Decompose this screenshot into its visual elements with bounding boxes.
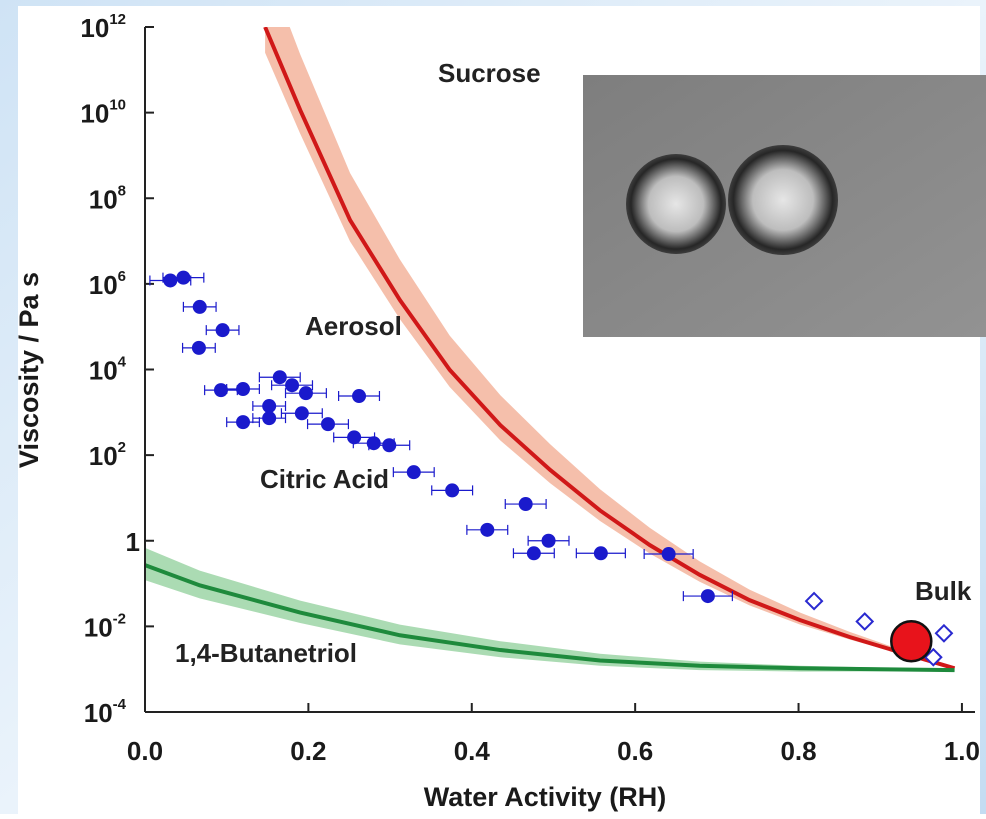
x-tick-label: 0.4 — [454, 736, 491, 766]
x-tick-label: 0.6 — [617, 736, 653, 766]
data-point — [262, 411, 277, 426]
data-point — [406, 465, 421, 480]
y-tick-label: 102 — [89, 439, 126, 471]
data-point — [923, 647, 943, 667]
lines — [145, 27, 956, 673]
y-tick-label: 10-4 — [84, 696, 127, 728]
series-label: 1,4-Butanetriol — [175, 638, 357, 668]
y-tick-exponent: 2 — [118, 439, 126, 456]
model-line — [145, 563, 955, 673]
y-tick-exponent: 4 — [118, 354, 127, 371]
data-point — [215, 323, 230, 338]
y-tick-base: 10 — [80, 13, 109, 43]
series-label: Sucrose — [438, 58, 541, 88]
droplet — [626, 154, 726, 254]
data-point — [593, 546, 608, 561]
data-point — [236, 382, 251, 397]
data-point — [192, 299, 207, 314]
data-point — [890, 619, 933, 663]
data-point — [382, 438, 397, 453]
y-tick-label: 1012 — [80, 11, 126, 43]
x-tick-label: 0.0 — [127, 736, 163, 766]
data-point — [526, 546, 541, 561]
bands — [145, 27, 955, 672]
data-point — [480, 522, 495, 537]
y-tick-label: 106 — [89, 268, 126, 300]
y-tick-base: 10 — [89, 356, 118, 386]
y-tick-base: 10 — [89, 441, 118, 471]
data-point — [320, 417, 335, 432]
annotation: Aerosol — [305, 311, 402, 341]
data-point — [176, 270, 191, 285]
y-tick-label: 1 — [126, 527, 140, 557]
y-tick-base: 10 — [89, 270, 118, 300]
data-point — [352, 389, 367, 404]
data-point — [262, 399, 277, 414]
y-axis-label: Viscosity / Pa s — [14, 272, 44, 468]
data-point — [804, 591, 824, 611]
data-point — [272, 370, 287, 385]
data-point — [700, 589, 715, 604]
annotation: Citric Acid — [260, 464, 389, 494]
data-point — [294, 406, 309, 421]
y-tick-label: 10-2 — [84, 610, 126, 642]
data-point — [855, 612, 875, 631]
data-point — [163, 273, 178, 288]
data-point — [541, 533, 556, 548]
y-tick-base: 10 — [89, 184, 118, 214]
data-point — [191, 340, 206, 355]
x-axis-label: Water Activity (RH) — [424, 782, 667, 812]
data-point — [934, 623, 954, 643]
y-tick-label: 108 — [89, 182, 126, 214]
y-tick-exponent: 8 — [118, 182, 126, 199]
inset-photo — [583, 75, 986, 337]
model-line — [263, 27, 956, 671]
droplet — [728, 145, 838, 255]
data-point — [298, 386, 313, 401]
annotation: Bulk — [915, 576, 972, 606]
y-tick-exponent: 6 — [118, 268, 126, 285]
y-tick-exponent: -4 — [113, 696, 127, 713]
y-tick-base: 10 — [84, 698, 113, 728]
data-point — [213, 383, 228, 398]
y-tick-label: 104 — [89, 354, 127, 386]
data-point — [366, 436, 381, 451]
uncertainty-band — [145, 547, 955, 672]
data-point — [518, 497, 533, 512]
data-point — [236, 415, 251, 430]
y-tick-label: 1010 — [80, 97, 126, 129]
y-tick-exponent: -2 — [113, 610, 126, 627]
data-point — [661, 547, 676, 562]
x-tick-label: 0.8 — [780, 736, 816, 766]
data-point — [445, 483, 460, 498]
x-tick-label: 0.2 — [290, 736, 326, 766]
y-tick-base: 10 — [84, 612, 113, 642]
y-tick-base: 10 — [80, 99, 109, 129]
y-tick-exponent: 12 — [109, 11, 126, 28]
data-point — [285, 378, 300, 393]
data-point — [347, 430, 362, 445]
y-tick-exponent: 10 — [109, 97, 126, 114]
x-tick-label: 1.0 — [944, 736, 980, 766]
